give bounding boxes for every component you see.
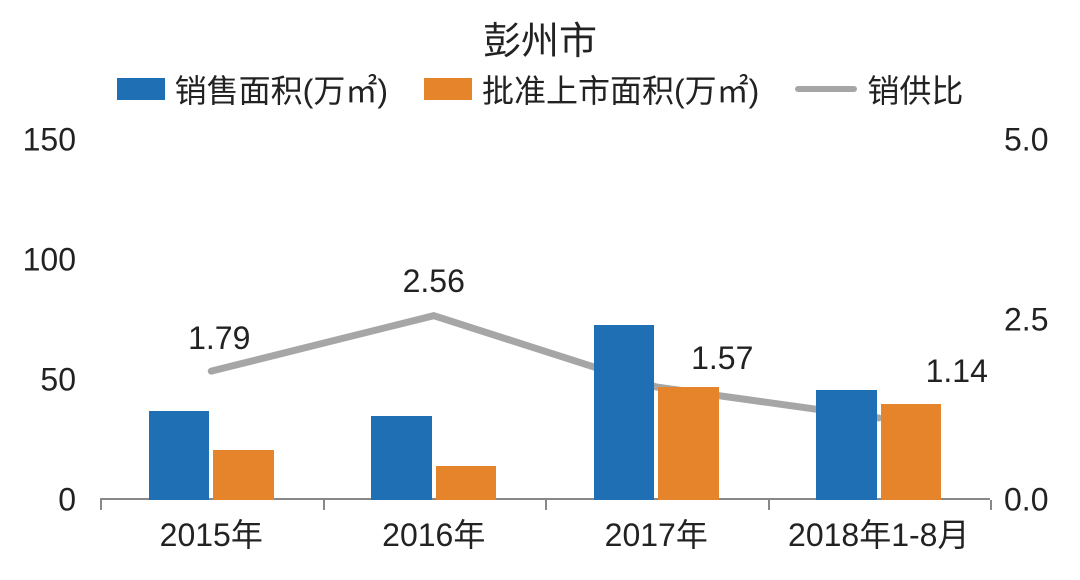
bar-sales_area	[594, 325, 654, 500]
legend-swatch-sales	[117, 78, 165, 100]
x-tick-label: 2018年1-8月	[768, 510, 991, 560]
legend: 销售面积(万㎡) 批准上市面积(万㎡) 销供比	[0, 66, 1080, 112]
x-tick-label: 2015年	[100, 510, 323, 560]
x-tick-mark	[990, 500, 992, 510]
x-tick-mark	[545, 500, 547, 510]
x-tick-mark	[768, 500, 770, 510]
legend-label-sales: 销售面积(万㎡)	[175, 66, 388, 112]
y-left-tick: 0	[0, 482, 90, 519]
legend-swatch-approved	[424, 78, 472, 100]
plot-area: 1.79 2.56 1.57 1.14	[100, 140, 990, 500]
bar-approved_area	[213, 450, 273, 500]
y-left-tick: 150	[0, 122, 90, 159]
y-axis-right: 0.02.55.0	[990, 140, 1080, 500]
legend-label-ratio: 销供比	[867, 66, 963, 112]
y-left-tick: 100	[0, 242, 90, 279]
chart-container: 彭州市 销售面积(万㎡) 批准上市面积(万㎡) 销供比 0 50 100 150 0.…	[0, 0, 1080, 580]
ratio-value-label: 1.14	[926, 353, 988, 390]
ratio-path	[211, 316, 879, 418]
y-right-tick: 2.5	[990, 302, 1080, 339]
bar-approved_area	[881, 404, 941, 500]
ratio-value-label: 1.57	[691, 340, 753, 377]
bar-sales_area	[816, 390, 876, 500]
ratio-value-label: 2.56	[403, 263, 465, 300]
chart-title: 彭州市	[0, 10, 1080, 65]
bar-sales_area	[371, 416, 431, 500]
legend-label-approved: 批准上市面积(万㎡)	[482, 66, 759, 112]
y-right-tick: 0.0	[990, 482, 1080, 519]
x-tick-label: 2016年	[323, 510, 546, 560]
x-tick-mark	[323, 500, 325, 510]
x-axis: 2015年2016年2017年2018年1-8月	[100, 510, 990, 560]
y-left-tick: 50	[0, 362, 90, 399]
ratio-value-label: 1.79	[188, 320, 250, 357]
legend-swatch-ratio	[795, 86, 857, 92]
bar-approved_area	[436, 466, 496, 500]
y-axis-left: 050100150	[0, 140, 90, 500]
legend-item-approved: 批准上市面积(万㎡)	[424, 66, 759, 112]
legend-item-sales: 销售面积(万㎡)	[117, 66, 388, 112]
legend-item-ratio: 销供比	[795, 66, 963, 112]
x-tick-mark	[100, 500, 102, 510]
bar-sales_area	[149, 411, 209, 500]
y-right-tick: 5.0	[990, 122, 1080, 159]
bar-approved_area	[658, 387, 718, 500]
x-tick-label: 2017年	[545, 510, 768, 560]
